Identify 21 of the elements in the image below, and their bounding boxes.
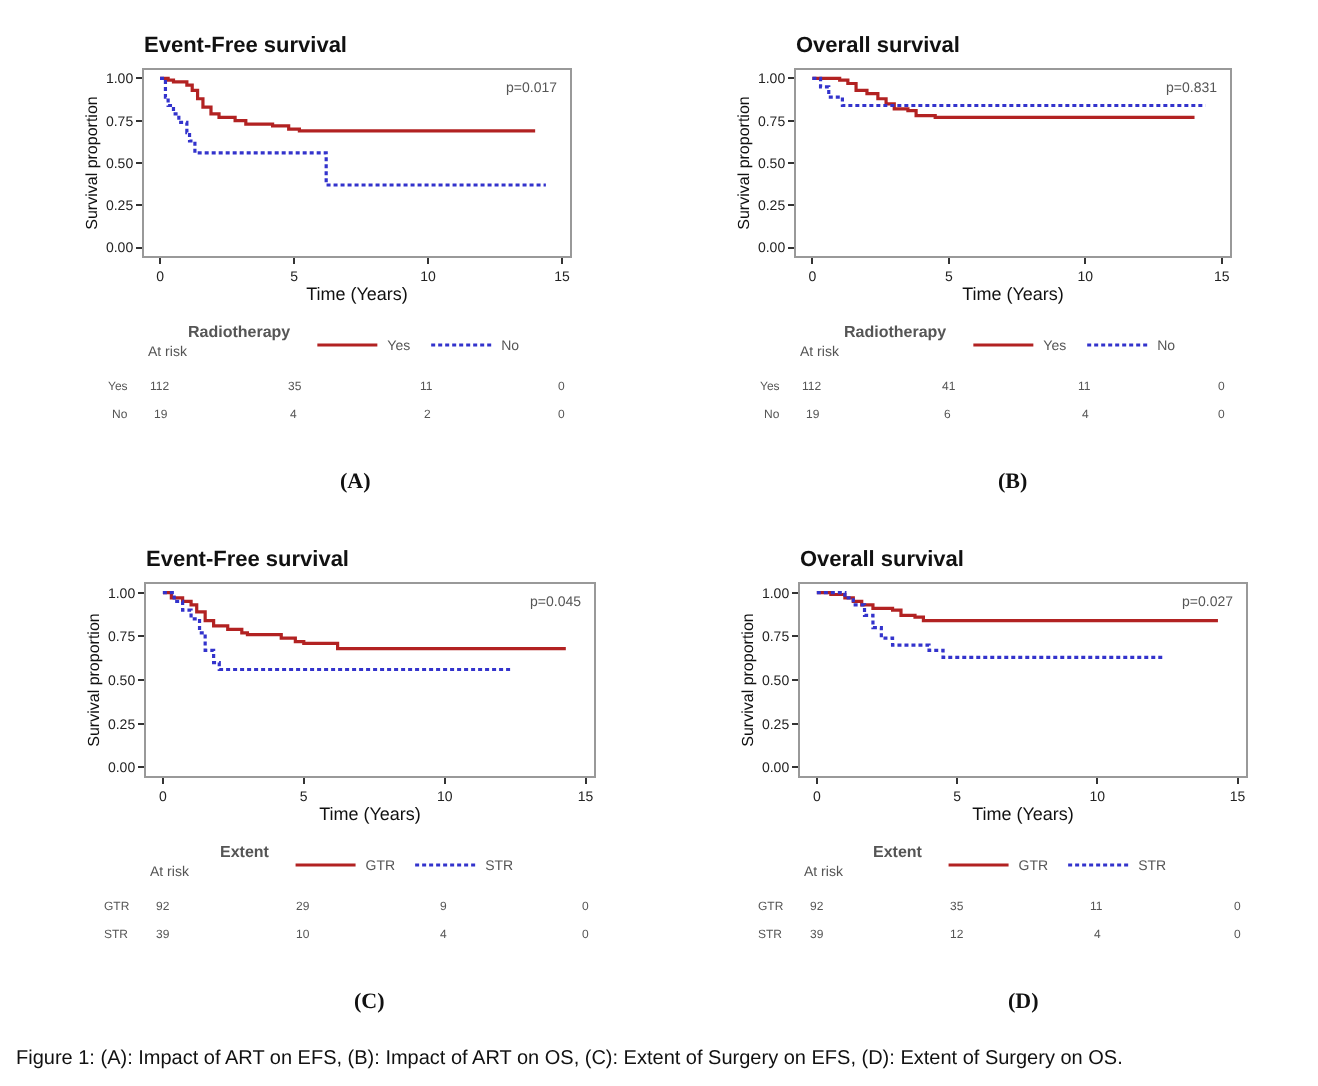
y-axis-title: Survival proportion bbox=[85, 613, 104, 747]
chart-title: Overall survival bbox=[796, 34, 960, 58]
x-axis-title: Time (Years) bbox=[306, 284, 408, 305]
y-axis-title: Survival proportion bbox=[735, 96, 754, 230]
text: (A) bbox=[340, 470, 372, 494]
x-axis-title: Time (Years) bbox=[972, 804, 1074, 825]
x-axis-title: Time (Years) bbox=[319, 804, 421, 825]
legend-title: Extent bbox=[873, 842, 923, 861]
caption: Figure 1: (A): Impact of ART on EFS, (B): Impact of ART on OS, (C): Extent of Surgery on EFS, (D): Extent of Surgery on OS. bbox=[16, 1048, 1123, 1070]
y-axis-title: Survival proportion bbox=[739, 613, 758, 747]
text: (D) bbox=[1008, 990, 1040, 1014]
chart-title: Event-Free survival bbox=[144, 34, 347, 58]
legend-title: Extent bbox=[220, 842, 270, 861]
chart-title: Overall survival bbox=[800, 548, 964, 572]
legend-title: Radiotherapy bbox=[844, 322, 948, 341]
y-axis-title: Survival proportion bbox=[83, 96, 102, 230]
legend-title: Radiotherapy bbox=[188, 322, 292, 341]
x-axis-title: Time (Years) bbox=[962, 284, 1064, 305]
text: (B) bbox=[998, 470, 1028, 494]
text: (C) bbox=[354, 990, 386, 1014]
chart-title: Event-Free survival bbox=[146, 548, 349, 572]
